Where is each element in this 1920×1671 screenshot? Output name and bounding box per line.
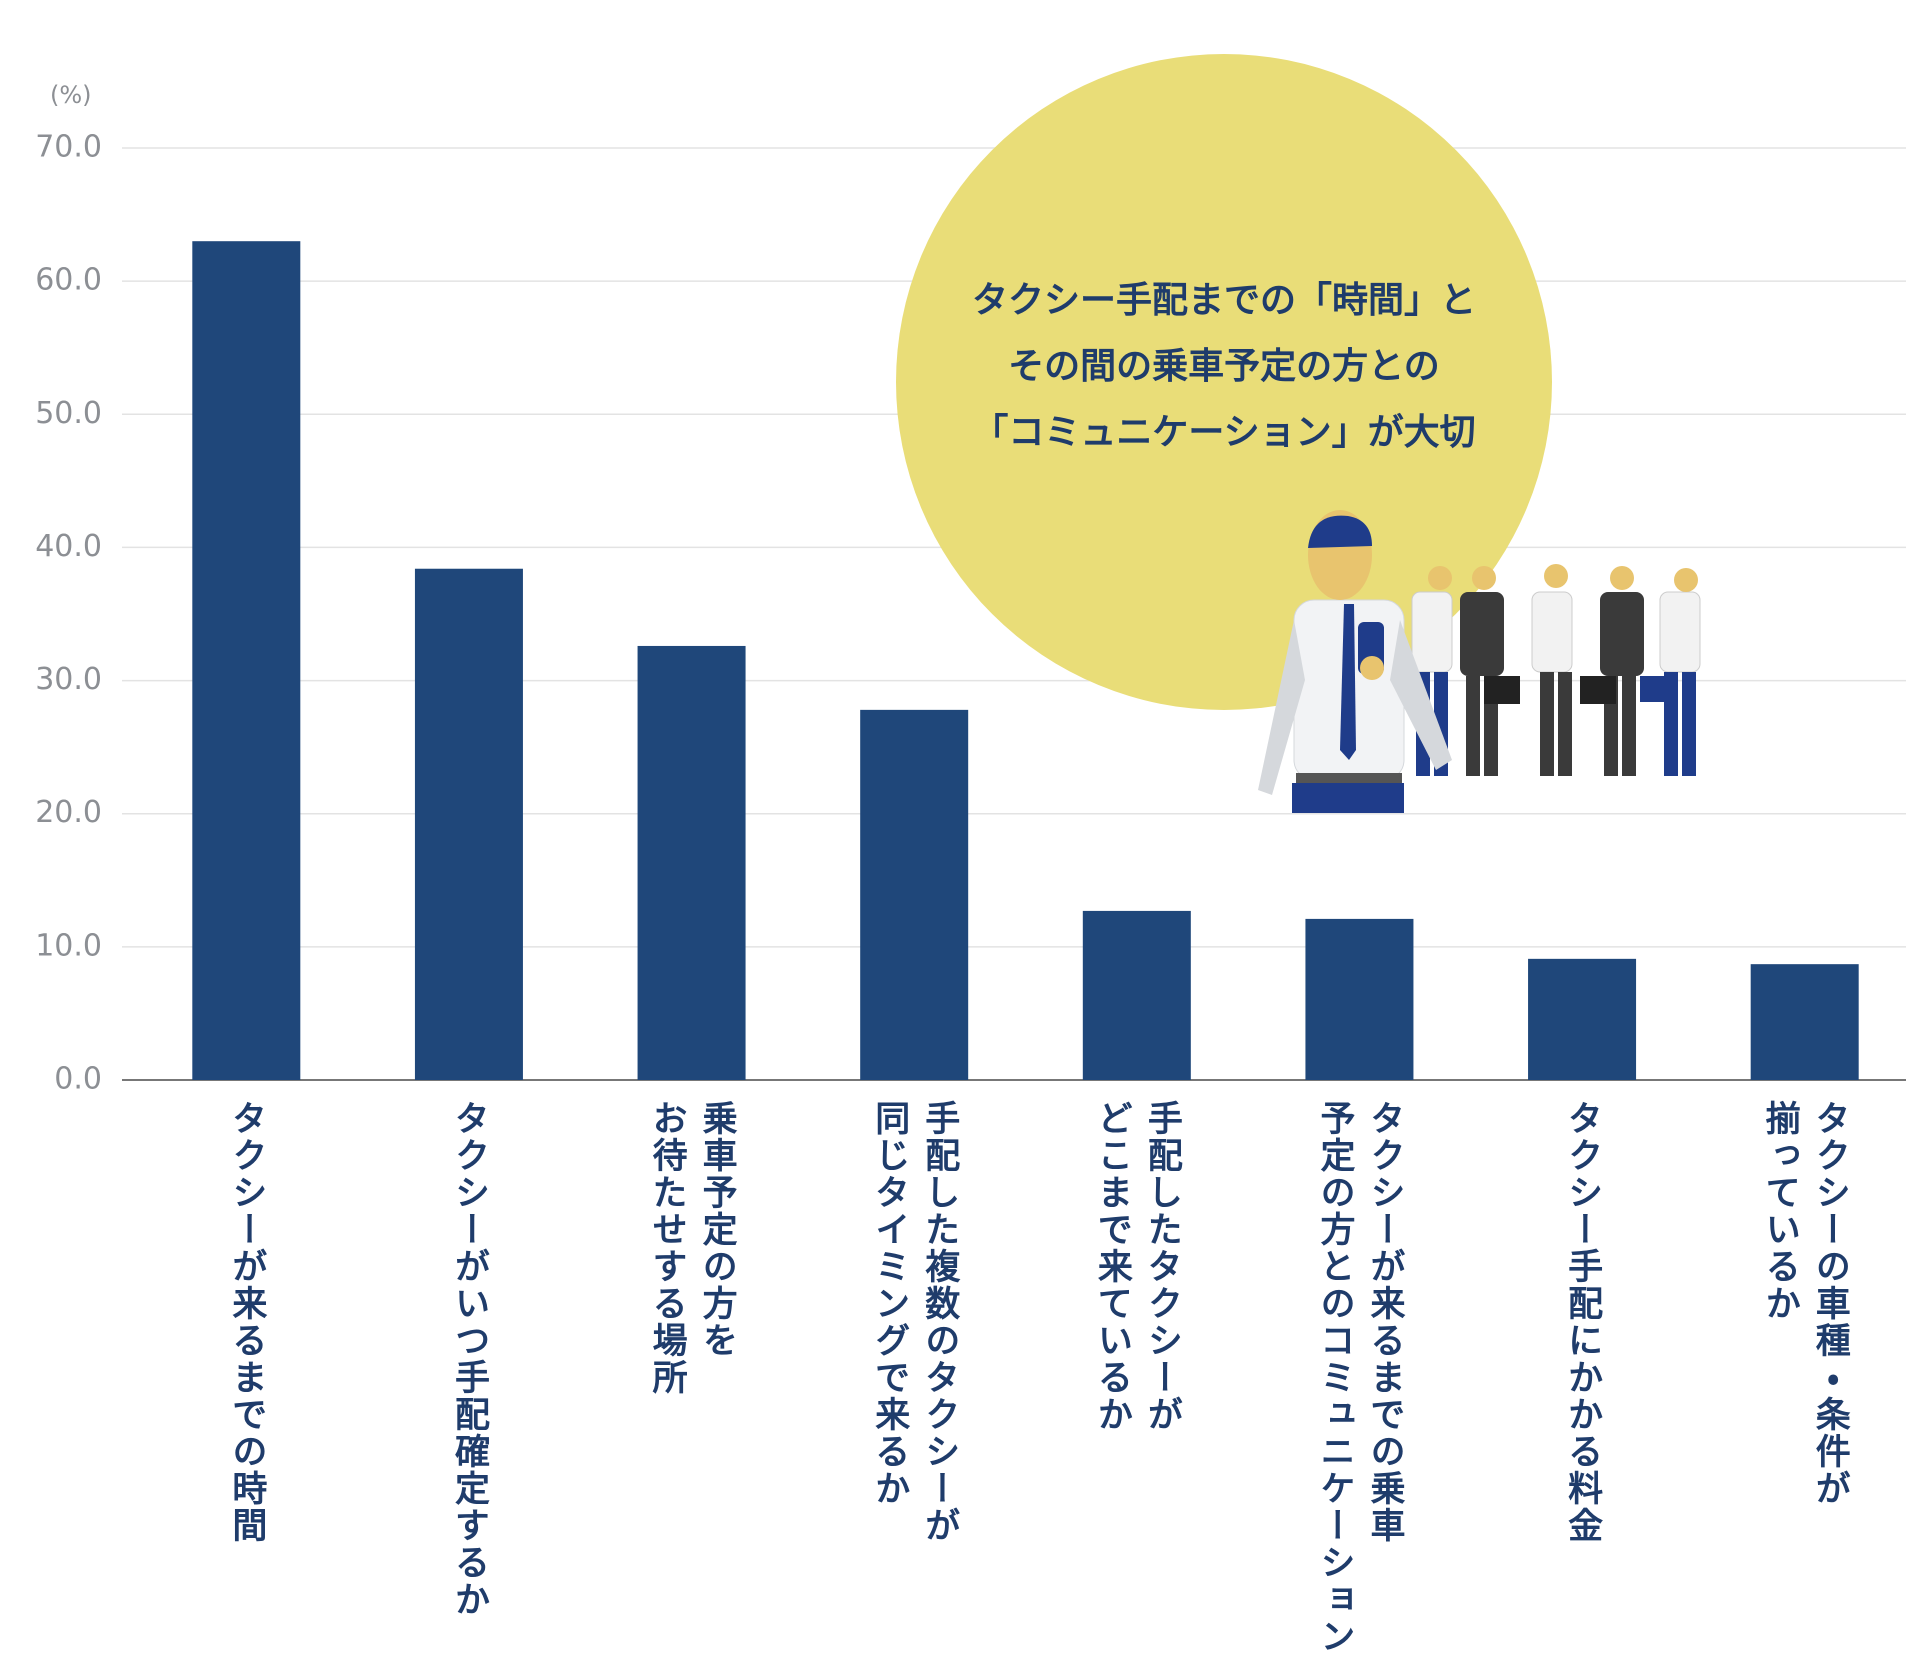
y-tick-label: 0.0 xyxy=(54,1062,102,1097)
y-tick-label: 60.0 xyxy=(35,263,102,298)
bar xyxy=(860,709,969,1080)
x-tick-label: タクシー手配にかかる料金 xyxy=(1562,1100,1603,1544)
x-tick-label: 乗車予定の方を お待たせする場所 xyxy=(646,1100,737,1396)
people-illustration xyxy=(1258,510,1701,813)
y-tick-label: 50.0 xyxy=(35,396,102,431)
y-tick-label: 30.0 xyxy=(35,662,102,697)
callout-text: タクシー手配までの「時間」と その間の乗車予定の方との 「コミュニケーション」が… xyxy=(971,280,1476,453)
x-tick-label: 手配したタクシーが どこまで来ているか xyxy=(1091,1100,1182,1433)
x-tick-label: 手配した複数のタクシーが 同じタイミングで来るか xyxy=(869,1100,960,1544)
y-tick-label: 20.0 xyxy=(35,795,102,830)
bars xyxy=(192,241,1859,1080)
x-tick-label: タクシーがいつ手配確定するか xyxy=(448,1100,489,1618)
y-tick-label: 70.0 xyxy=(35,130,102,165)
x-tick-label: タクシーが来るまでの乗車 予定の方とのコミュニケーション xyxy=(1314,1100,1405,1655)
y-tick-label: 10.0 xyxy=(35,928,102,963)
bar xyxy=(192,241,301,1080)
bar xyxy=(414,568,523,1080)
x-tick-label: タクシーが来るまでの時間 xyxy=(226,1100,267,1544)
y-tick-label: 40.0 xyxy=(35,529,102,564)
callout-circle xyxy=(896,54,1552,710)
bar xyxy=(1750,964,1859,1080)
unit-label: (%) xyxy=(50,81,92,109)
bar xyxy=(637,645,746,1080)
bar xyxy=(1305,918,1414,1080)
bar xyxy=(1528,958,1637,1080)
x-tick-label: タクシーの車種・条件が 揃っているか xyxy=(1759,1100,1850,1507)
bar xyxy=(1082,910,1191,1080)
